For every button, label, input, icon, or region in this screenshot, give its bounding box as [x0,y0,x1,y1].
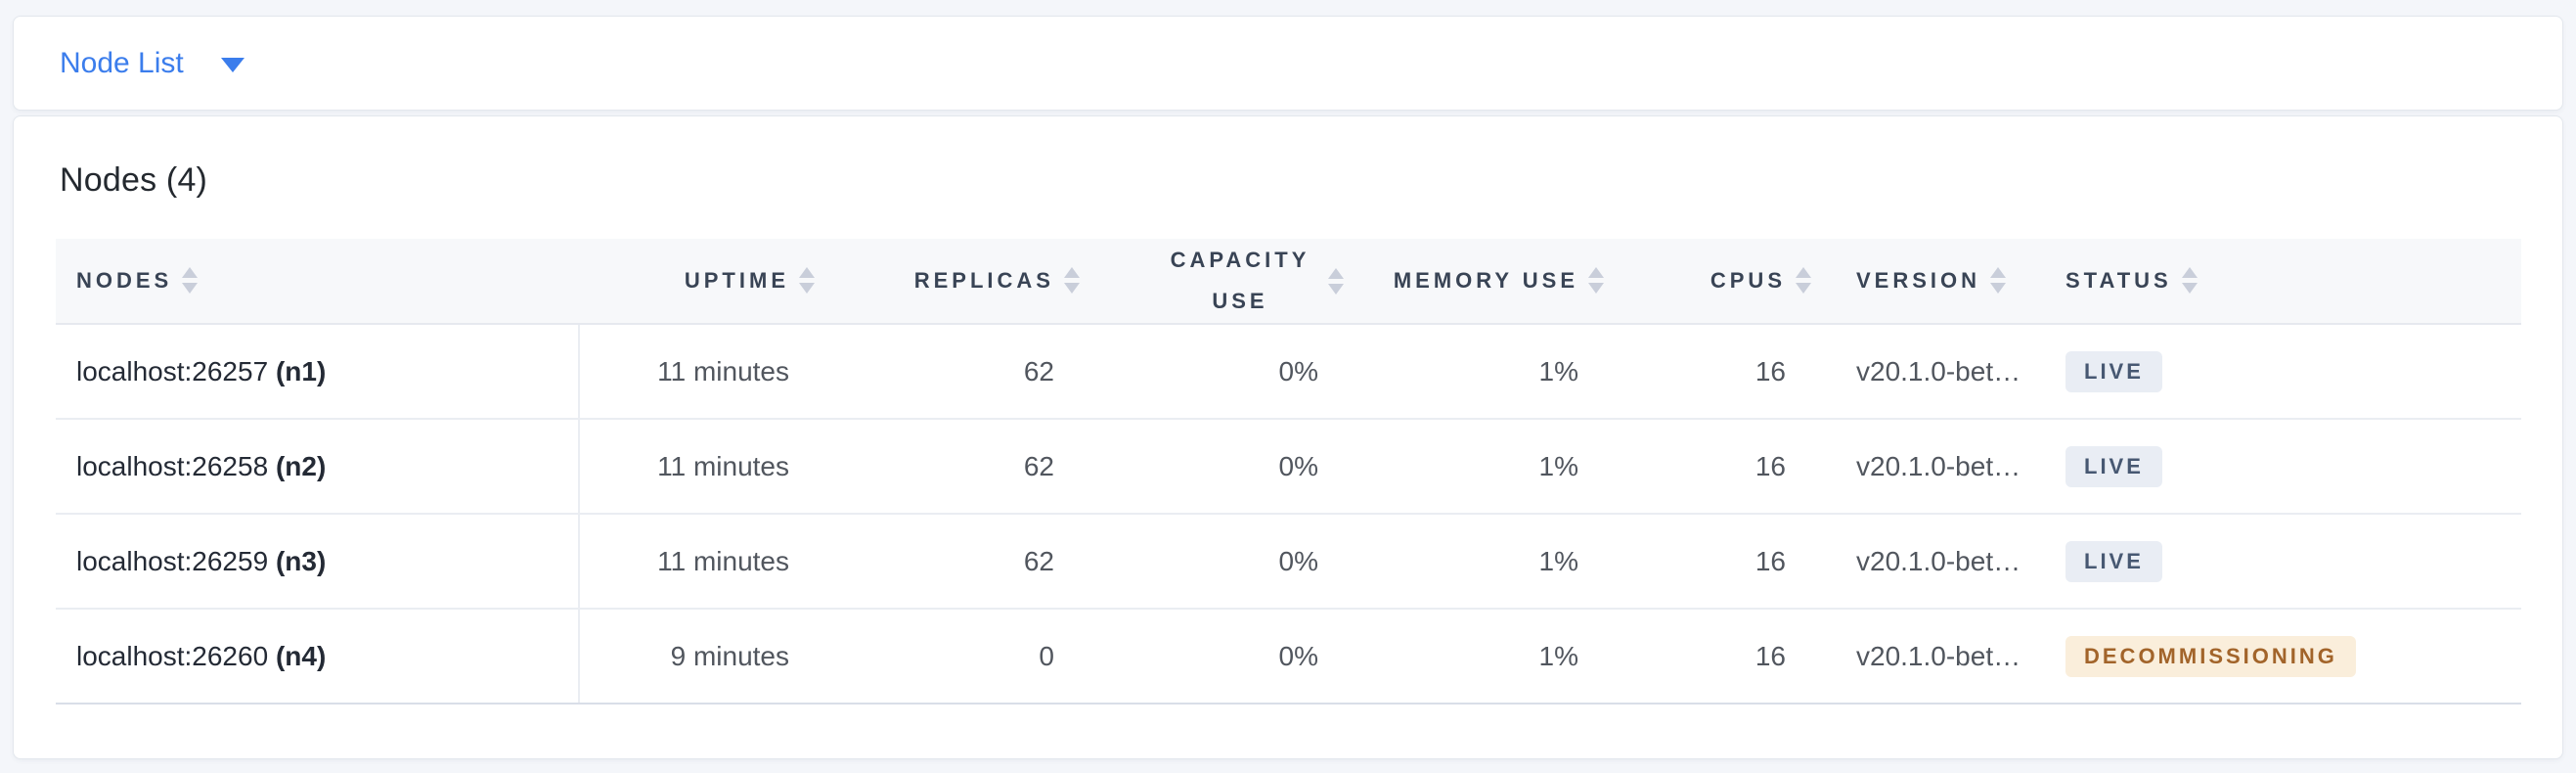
node-list-selector-label: Node List [60,46,184,79]
sort-icon [1990,267,2007,295]
status-badge: DECOMMISSIONING [2065,635,2356,677]
column-header-version[interactable]: VERSION [1811,239,2058,325]
replicas-cell: 62 [815,419,1080,515]
nodes-table: NODES UPTIME REPLICAS [56,239,2521,705]
status-badge: LIVE [2065,540,2162,582]
capacity-use-cell: 0% [1080,609,1344,705]
replicas-cell: 0 [815,609,1080,705]
column-header-capacity-use[interactable]: CAPACITY USE [1080,239,1344,325]
cpus-cell: 16 [1604,324,1811,420]
cpus-cell: 16 [1604,514,1811,610]
capacity-use-cell: 0% [1080,324,1344,420]
table-row: localhost:26259 (n3) 11 minutes 62 0% 1% 16 v2… [56,514,2521,610]
uptime-cell: 11 minutes [579,324,815,420]
sort-icon [1588,267,1604,295]
sort-icon [1328,267,1344,295]
nodes-card: Nodes (4) NODES UPTIM [13,115,2563,759]
memory-use-cell: 1% [1344,609,1604,705]
sort-icon [1796,267,1811,295]
node-address-cell: localhost:26260 (n4) [56,609,580,705]
page-title: Nodes (4) [60,161,208,199]
capacity-use-cell: 0% [1080,514,1344,610]
status-cell: DECOMMISSIONING [2058,609,2521,705]
node-address-cell: localhost:26257 (n1) [56,324,580,420]
column-header-cpus[interactable]: CPUS [1604,239,1811,325]
status-badge: LIVE [2065,350,2162,392]
cpus-cell: 16 [1604,419,1811,515]
status-badge: LIVE [2065,445,2162,487]
caret-down-icon [220,58,244,72]
table-row: localhost:26258 (n2) 11 minutes 62 0% 1% 16 v2… [56,419,2521,515]
sort-icon [2181,267,2198,295]
table-header-row: NODES UPTIME REPLICAS [56,239,2521,325]
memory-use-cell: 1% [1344,324,1604,420]
memory-use-cell: 1% [1344,419,1604,515]
table-row: localhost:26260 (n4) 9 minutes 0 0% 1% 16 v20.… [56,609,2521,705]
node-list-selector[interactable]: Node List [13,16,2563,111]
replicas-cell: 62 [815,514,1080,610]
node-id: (n4) [275,640,327,671]
version-cell: v20.1.0-bet… [1811,419,2058,515]
table-row: localhost:26257 (n1) 11 minutes 62 0% 1% 16 v2… [56,324,2521,420]
uptime-cell: 11 minutes [579,419,815,515]
cpus-cell: 16 [1604,609,1811,705]
uptime-cell: 11 minutes [579,514,815,610]
sort-icon [182,267,199,295]
version-cell: v20.1.0-bet… [1811,609,2058,705]
node-id: (n3) [275,545,327,576]
memory-use-cell: 1% [1344,514,1604,610]
replicas-cell: 62 [815,324,1080,420]
sort-icon [1064,267,1080,295]
uptime-cell: 9 minutes [579,609,815,705]
sort-icon [799,267,815,295]
node-address-cell: localhost:26259 (n3) [56,514,580,610]
status-cell: LIVE [2058,514,2521,610]
status-cell: LIVE [2058,324,2521,420]
version-cell: v20.1.0-bet… [1811,514,2058,610]
column-header-status[interactable]: STATUS [2058,239,2521,325]
node-address-cell: localhost:26258 (n2) [56,419,580,515]
node-id: (n1) [275,355,327,386]
status-cell: LIVE [2058,419,2521,515]
node-id: (n2) [275,450,327,481]
column-header-uptime[interactable]: UPTIME [579,239,815,325]
column-header-memory-use[interactable]: MEMORY USE [1344,239,1604,325]
capacity-use-cell: 0% [1080,419,1344,515]
column-header-nodes[interactable]: NODES [56,239,579,325]
column-header-replicas[interactable]: REPLICAS [815,239,1080,325]
version-cell: v20.1.0-bet… [1811,324,2058,420]
